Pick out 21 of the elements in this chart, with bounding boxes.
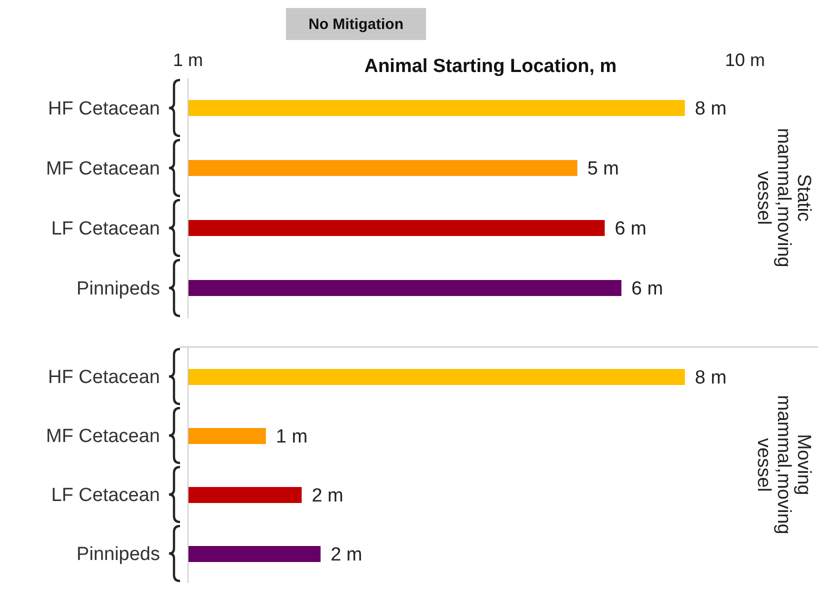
data-label: 2 m [312, 486, 344, 507]
data-label: 5 m [587, 158, 620, 180]
data-label: 6 m [631, 278, 664, 300]
data-label: 2 m [330, 544, 362, 566]
data-label: 8 m [694, 368, 727, 389]
y-tick-label: HF Cetacean [48, 367, 160, 388]
data-label: 1 m [276, 426, 308, 448]
y-tick-label: LF Cetacean [51, 485, 160, 506]
y-tick-label: MF Cetacean [46, 426, 160, 448]
y-tick-label: Pinnipeds [76, 544, 160, 566]
y-tick-label: LF Cetacean [51, 218, 160, 240]
text: Static mammal,moving vessel [753, 127, 814, 270]
x-tick-label: 10 m [724, 50, 766, 71]
text: Moving mammal,moving vessel [753, 394, 814, 537]
y-tick-label: Pinnipeds [76, 278, 160, 300]
chart-title: No Mitigation [286, 8, 426, 40]
y-tick-label: MF Cetacean [46, 158, 160, 180]
data-label: 6 m [614, 218, 646, 240]
data-label: 8 m [694, 98, 727, 120]
x-axis-title: Animal Starting Location, m [363, 56, 618, 78]
y-tick-label: HF Cetacean [48, 98, 160, 120]
